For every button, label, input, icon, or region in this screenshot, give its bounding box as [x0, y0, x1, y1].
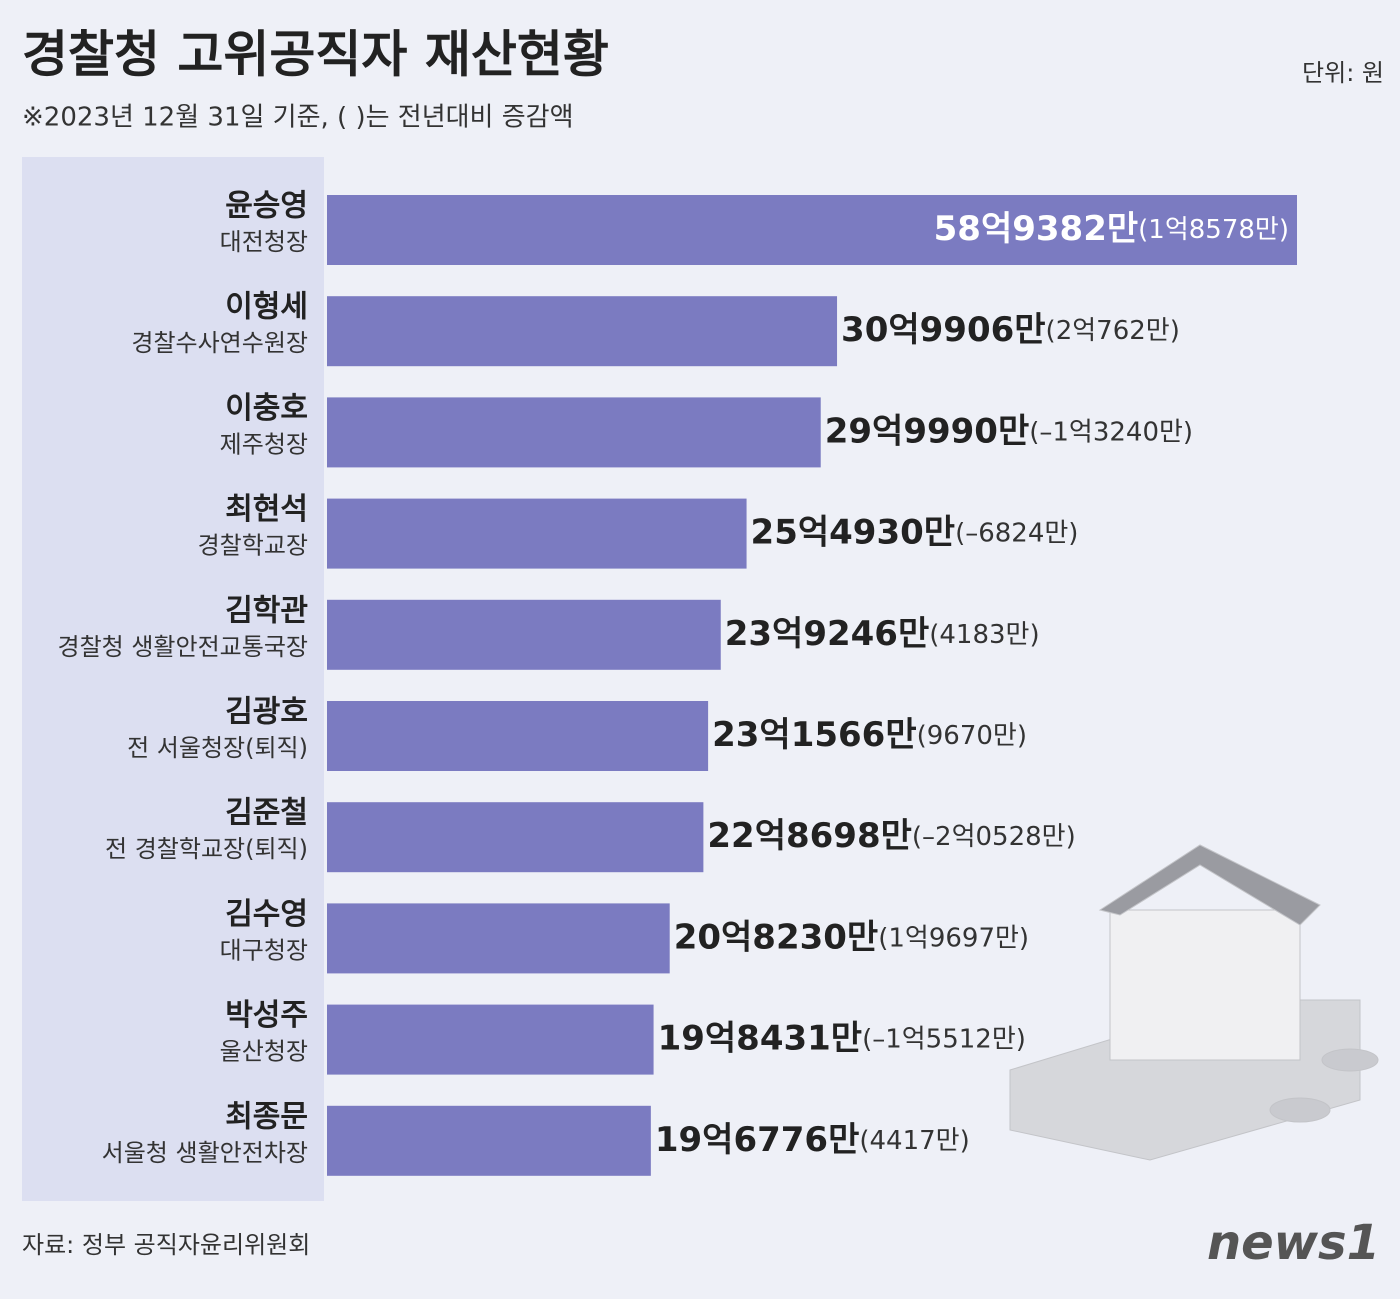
bar [327, 296, 838, 367]
value-label-group: 29억9990만(–1억3240만) [825, 411, 1193, 451]
bar [327, 1105, 651, 1176]
bar [327, 599, 721, 670]
position-label: 전 경찰학교장(퇴직) [105, 835, 308, 863]
change-label: (2억762만) [1046, 316, 1180, 346]
category-label: 김학관 [225, 593, 308, 628]
change-label: (–2억0528만) [912, 822, 1076, 852]
value-label-group: 58억9382만(1억8578만) [934, 209, 1289, 249]
change-label: (1억9697만) [878, 923, 1029, 953]
position-label: 전 서울청장(퇴직) [127, 734, 308, 762]
value-label: 20억8230만 [674, 917, 879, 957]
category-label: 김광호 [225, 695, 308, 730]
value-label: 23억9246만 [725, 613, 930, 653]
category-label: 이충호 [225, 391, 308, 426]
change-label: (–1억3240만) [1029, 417, 1193, 447]
position-label: 경찰학교장 [198, 532, 308, 560]
value-label: 19억8431만 [658, 1018, 863, 1058]
category-label: 김수영 [225, 897, 308, 932]
value-label: 23억1566만 [712, 715, 917, 755]
bar [327, 195, 1297, 265]
value-label-group: 20억8230만(1억9697만) [674, 917, 1029, 957]
position-label: 대구청장 [220, 936, 308, 964]
label-panel [22, 157, 324, 1201]
position-label: 경찰청 생활안전교통국장 [57, 633, 308, 661]
value-label-group: 22억8698만(–2억0528만) [707, 816, 1075, 856]
value-label: 22억8698만 [707, 816, 912, 856]
category-label: 최현석 [225, 492, 308, 527]
change-label: (9670만) [917, 721, 1027, 751]
bar [327, 397, 821, 468]
change-label: (4417만) [859, 1125, 969, 1155]
bar [327, 1004, 654, 1075]
source: 자료: 정부 공직자윤리위원회 [22, 1231, 310, 1259]
change-label: (4183만) [929, 619, 1039, 649]
value-label-group: 25억4930만(–6824만) [751, 512, 1079, 552]
bar [327, 701, 709, 771]
unit-label: 단위: 원 [1302, 59, 1384, 87]
position-label: 대전청장 [220, 228, 308, 256]
logo: news1 [1207, 1215, 1380, 1271]
position-label: 울산청장 [220, 1038, 308, 1066]
value-label-group: 19억8431만(–1억5512만) [658, 1018, 1026, 1058]
bar [327, 903, 670, 974]
value-label: 30억9906만 [841, 310, 1046, 350]
category-label: 윤승영 [225, 189, 308, 224]
value-label: 29억9990만 [825, 411, 1030, 451]
value-label-group: 30억9906만(2억762만) [841, 310, 1180, 350]
position-label: 제주청장 [220, 430, 308, 458]
change-label: (1억8578만) [1138, 215, 1289, 245]
position-label: 경찰수사연수원장 [131, 329, 308, 357]
category-label: 박성주 [225, 998, 308, 1033]
value-label-group: 23억1566만(9670만) [712, 715, 1027, 755]
category-label: 김준철 [225, 796, 308, 831]
value-label-group: 23억9246만(4183만) [725, 613, 1040, 653]
value-label-group: 19억6776만(4417만) [655, 1119, 970, 1159]
subtitle: ※2023년 12월 31일 기준, ( )는 전년대비 증감액 [22, 103, 574, 133]
category-label: 최종문 [225, 1099, 308, 1134]
bar [327, 802, 704, 873]
bar [327, 498, 747, 569]
value-label: 19억6776만 [655, 1119, 860, 1159]
change-label: (–1억5512만) [862, 1024, 1026, 1054]
category-label: 이형세 [225, 290, 308, 325]
change-label: (–6824만) [955, 518, 1078, 548]
value-label: 25억4930만 [751, 512, 956, 552]
house-illustration [1009, 844, 1379, 1161]
value-label: 58억9382만 [934, 209, 1139, 249]
chart-title: 경찰청 고위공직자 재산현황 [22, 26, 609, 84]
position-label: 서울청 생활안전차장 [102, 1139, 308, 1167]
